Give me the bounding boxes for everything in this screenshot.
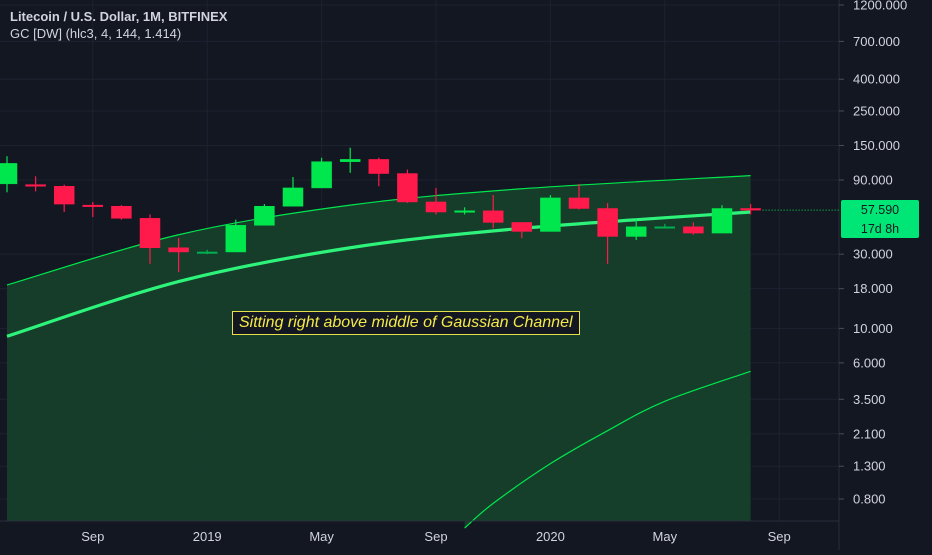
text-annotation[interactable]: Sitting right above middle of Gaussian C… bbox=[232, 311, 580, 335]
y-tick-label: 0.800 bbox=[853, 492, 886, 507]
candle[interactable] bbox=[511, 222, 533, 239]
candle-body bbox=[597, 208, 618, 237]
x-tick-label: Sep bbox=[81, 529, 104, 544]
candle[interactable] bbox=[397, 169, 418, 203]
candle[interactable] bbox=[568, 183, 590, 210]
candle-body bbox=[339, 159, 361, 162]
last-price-badge-bg bbox=[841, 200, 919, 238]
channel-fill bbox=[7, 175, 751, 521]
y-tick-label: 150.000 bbox=[853, 138, 900, 153]
candle[interactable] bbox=[282, 177, 304, 207]
gaussian-channel bbox=[6, 175, 751, 529]
x-tick-label: Sep bbox=[424, 529, 447, 544]
candle[interactable] bbox=[482, 195, 504, 229]
candle[interactable] bbox=[654, 223, 676, 229]
price-axis[interactable]: 1200.000 700.000 400.000 250.000 150.000 90.0… bbox=[839, 0, 907, 507]
channel-lower-region bbox=[464, 371, 751, 529]
candle-body bbox=[454, 210, 475, 213]
candle-body bbox=[482, 210, 504, 223]
candle-body bbox=[25, 184, 46, 187]
candle-body bbox=[139, 218, 161, 248]
candle-body bbox=[111, 205, 132, 219]
symbol-title[interactable]: Litecoin / U.S. Dollar, 1M, BITFINEX bbox=[10, 9, 228, 24]
candle-body bbox=[740, 208, 761, 211]
candle[interactable] bbox=[225, 219, 247, 253]
y-tick-label: 6.000 bbox=[853, 355, 886, 370]
candle[interactable] bbox=[82, 201, 104, 218]
last-price-badge: 57.590 17d 8h bbox=[841, 200, 919, 238]
candle-body bbox=[168, 247, 189, 253]
x-tick-label: 2019 bbox=[193, 529, 222, 544]
time-axis[interactable]: Sep 2019 May Sep 2020 May Sep bbox=[81, 529, 791, 544]
bar-countdown: 17d 8h bbox=[861, 222, 899, 236]
y-tick-label: 18.000 bbox=[853, 281, 893, 296]
candle[interactable] bbox=[0, 156, 18, 193]
candle-body bbox=[683, 226, 704, 234]
candle-body bbox=[53, 186, 75, 205]
candle-body bbox=[511, 222, 533, 232]
indicator-label[interactable]: GC [DW] (hlc3, 4, 144, 1.414) bbox=[10, 26, 182, 41]
candle[interactable] bbox=[597, 202, 618, 264]
candle-body bbox=[711, 208, 733, 234]
candle[interactable] bbox=[740, 204, 761, 215]
candle-body bbox=[397, 173, 418, 203]
candle[interactable] bbox=[711, 205, 733, 234]
candle-body bbox=[196, 251, 218, 254]
candle-body bbox=[540, 197, 561, 232]
x-tick-label: May bbox=[309, 529, 334, 544]
candles[interactable] bbox=[0, 147, 839, 273]
candle[interactable] bbox=[168, 238, 189, 273]
candle[interactable] bbox=[625, 219, 647, 241]
y-tick-label: 30.000 bbox=[853, 247, 893, 262]
channel-upper-line bbox=[6, 175, 751, 286]
x-tick-label: 2020 bbox=[536, 529, 565, 544]
candle-body bbox=[225, 225, 247, 253]
candle[interactable] bbox=[111, 205, 132, 220]
channel-lower-line bbox=[464, 370, 751, 529]
candle-body bbox=[282, 187, 304, 207]
candle-body bbox=[0, 163, 18, 185]
last-price-value: 57.590 bbox=[861, 203, 899, 217]
candle-body bbox=[625, 226, 647, 237]
candle-body bbox=[368, 159, 390, 174]
y-tick-label: 400.000 bbox=[853, 72, 900, 87]
y-tick-label: 1.300 bbox=[853, 459, 886, 474]
candle-body bbox=[311, 161, 332, 189]
candle[interactable] bbox=[425, 187, 447, 215]
candle-body bbox=[425, 201, 447, 213]
y-tick-label: 10.000 bbox=[853, 321, 893, 336]
candle[interactable] bbox=[53, 184, 75, 213]
candle[interactable] bbox=[540, 195, 561, 232]
candle-body bbox=[654, 226, 676, 229]
y-tick-label: 3.500 bbox=[853, 392, 886, 407]
candle-body bbox=[82, 204, 104, 207]
y-tick-label: 2.100 bbox=[853, 426, 886, 441]
candle[interactable] bbox=[339, 147, 361, 173]
y-tick-label: 250.000 bbox=[853, 103, 900, 118]
x-tick-label: May bbox=[653, 529, 678, 544]
x-tick-label: Sep bbox=[768, 529, 791, 544]
candle[interactable] bbox=[454, 207, 475, 215]
candle[interactable] bbox=[254, 204, 275, 226]
y-tick-label: 700.000 bbox=[853, 34, 900, 49]
candle[interactable] bbox=[311, 157, 332, 189]
candle[interactable] bbox=[139, 214, 161, 264]
candle[interactable] bbox=[25, 176, 46, 192]
chart-legend: Litecoin / U.S. Dollar, 1M, BITFINEX GC … bbox=[10, 8, 227, 42]
y-tick-label: 90.000 bbox=[853, 172, 893, 187]
candle[interactable] bbox=[368, 157, 390, 187]
y-tick-label: 1200.000 bbox=[853, 0, 907, 13]
candle[interactable] bbox=[683, 222, 704, 235]
candle[interactable] bbox=[196, 249, 218, 255]
candle-body bbox=[568, 197, 590, 209]
candle-body bbox=[254, 205, 275, 226]
